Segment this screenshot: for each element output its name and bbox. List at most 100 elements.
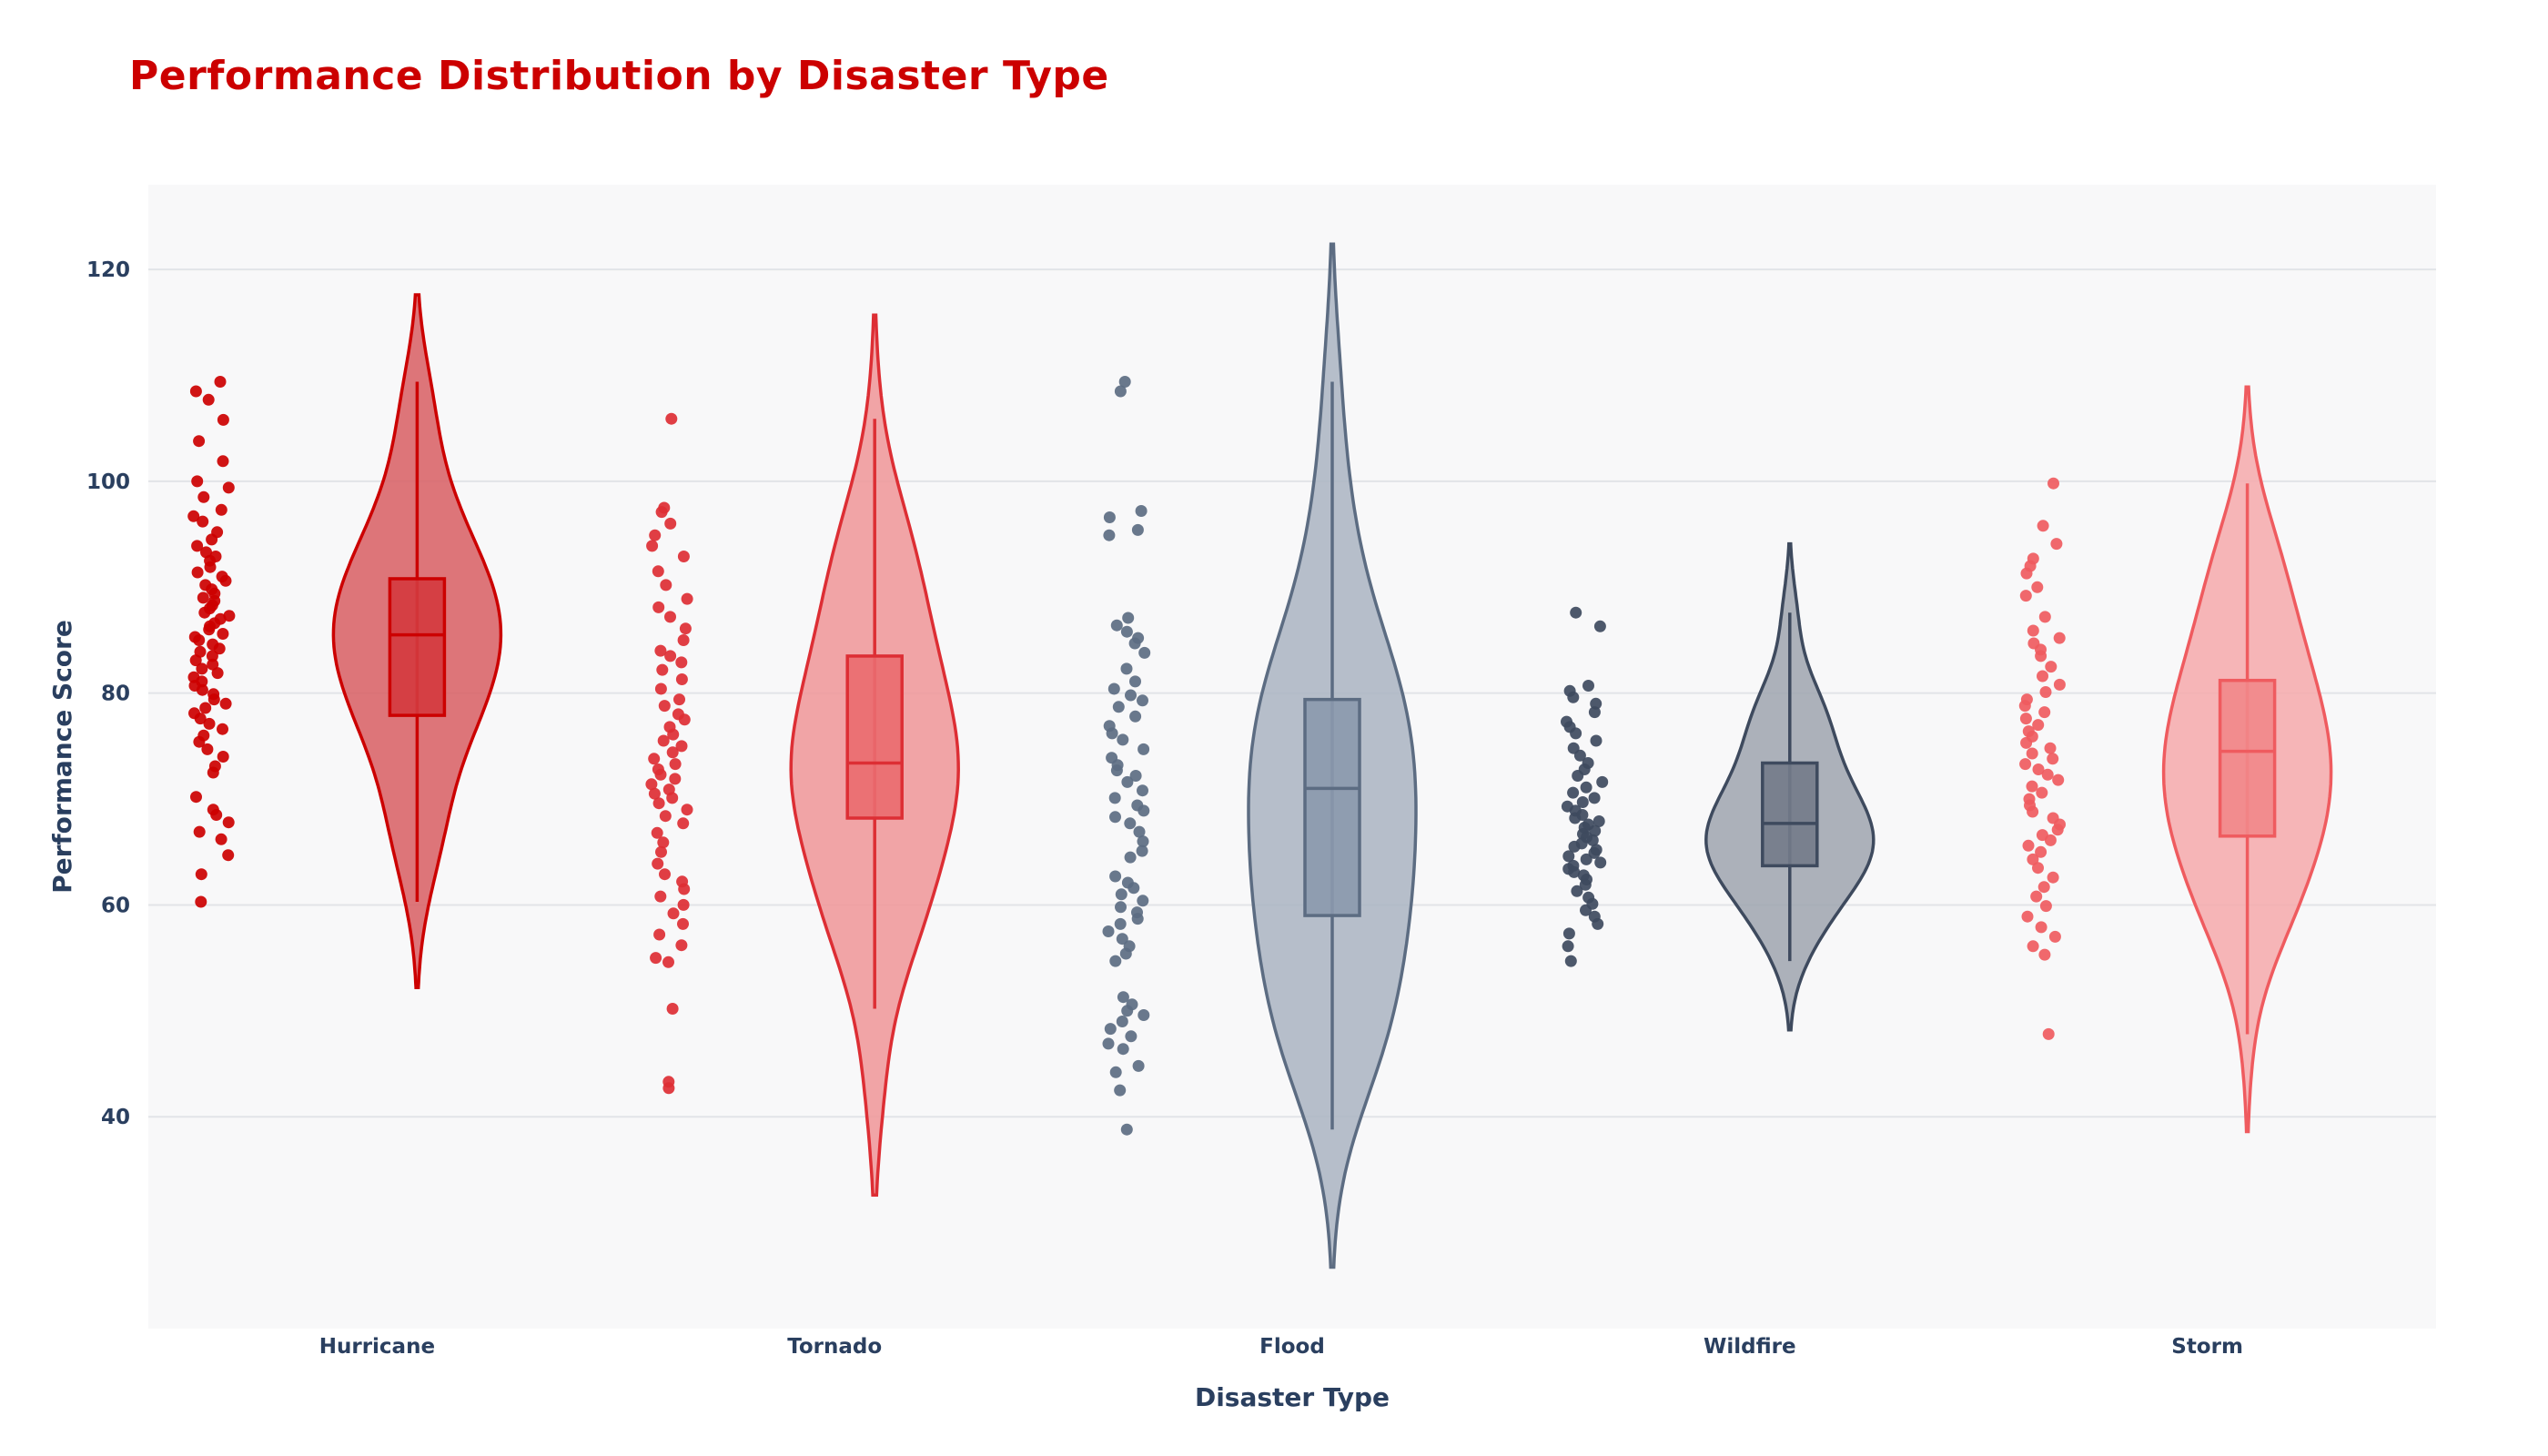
data-point (652, 601, 665, 613)
data-point (193, 735, 206, 748)
data-point (1135, 505, 1148, 517)
data-point (2037, 520, 2049, 532)
data-point (664, 611, 676, 623)
data-point (1103, 529, 1116, 541)
data-point (654, 644, 667, 657)
data-point (219, 697, 232, 710)
data-point (1109, 1066, 1122, 1078)
data-point (215, 503, 228, 516)
data-point (1110, 619, 1123, 632)
data-point (652, 857, 664, 870)
data-point (1129, 710, 1142, 723)
data-point (2044, 742, 2057, 754)
data-point (1114, 1084, 1127, 1097)
data-point (659, 810, 672, 823)
data-point (1136, 844, 1148, 857)
data-point (2021, 910, 2034, 923)
data-point (1128, 637, 1141, 650)
data-point (1102, 1037, 1115, 1050)
data-point (2019, 590, 2032, 602)
data-point (2027, 805, 2039, 818)
data-point (1588, 846, 1601, 859)
data-point (2032, 763, 2045, 775)
data-point (189, 654, 202, 667)
data-point (1131, 913, 1144, 925)
data-point (675, 740, 688, 753)
data-point (675, 656, 688, 669)
data-point (2036, 786, 2048, 799)
data-point (1117, 991, 1129, 1004)
data-point (1115, 888, 1127, 901)
chart-title: Performance Distribution by Disaster Typ… (129, 53, 1109, 99)
data-point (1121, 1005, 1134, 1017)
data-point (222, 816, 235, 829)
data-point (1133, 825, 1146, 838)
data-point (1588, 792, 1601, 804)
data-point (1104, 1023, 1117, 1036)
data-point (1562, 927, 1575, 940)
data-point (659, 868, 671, 881)
data-point (1579, 878, 1592, 891)
data-point (189, 385, 202, 398)
data-point (191, 475, 204, 488)
data-point (651, 826, 663, 839)
data-point (207, 766, 219, 779)
data-point (1109, 870, 1122, 883)
data-point (2032, 719, 2045, 732)
data-point (1119, 947, 1132, 960)
data-point (1106, 727, 1118, 740)
data-point (1137, 694, 1148, 707)
data-point (2045, 661, 2058, 673)
data-point (656, 663, 669, 676)
data-point (1580, 904, 1592, 916)
series-flood (1102, 242, 1418, 1269)
data-point (1573, 749, 1586, 762)
data-point (677, 551, 690, 562)
data-point (201, 743, 214, 755)
data-point (207, 658, 219, 671)
data-point (1129, 770, 1142, 782)
data-point (206, 533, 218, 546)
data-point (2038, 706, 2051, 719)
data-point (1137, 835, 1149, 848)
data-point (217, 751, 229, 763)
data-point (195, 895, 207, 908)
data-point (206, 650, 218, 662)
data-point (666, 746, 679, 759)
data-point (197, 515, 209, 528)
data-point (217, 455, 229, 468)
data-point (1137, 784, 1148, 797)
data-point (2030, 890, 2043, 903)
data-point (2052, 774, 2065, 786)
data-point (645, 778, 658, 791)
box (388, 577, 447, 717)
data-point (191, 540, 204, 552)
data-point (658, 700, 671, 713)
data-point (679, 622, 692, 635)
data-point (681, 592, 693, 605)
data-point (1109, 955, 1122, 967)
data-point (196, 662, 208, 675)
x-tick-label: Wildfire (1704, 1335, 1796, 1359)
data-point (657, 836, 670, 849)
data-point (655, 845, 667, 858)
data-point (1592, 815, 1605, 827)
data-point (2035, 845, 2048, 858)
data-point (2038, 611, 2051, 623)
data-point (677, 917, 689, 930)
data-point (2037, 881, 2050, 894)
series-tornado (645, 313, 960, 1198)
data-point (666, 1003, 679, 1015)
data-point (675, 939, 688, 952)
data-point (1120, 662, 1133, 675)
data-point (1125, 689, 1137, 702)
data-point (2026, 747, 2038, 760)
data-point (662, 956, 674, 968)
data-point (2039, 900, 2052, 913)
data-point (650, 952, 662, 965)
data-point (1107, 682, 1120, 695)
data-point (1580, 781, 1592, 794)
data-point (1117, 733, 1129, 746)
data-point (2042, 1027, 2055, 1040)
data-point (669, 773, 682, 785)
